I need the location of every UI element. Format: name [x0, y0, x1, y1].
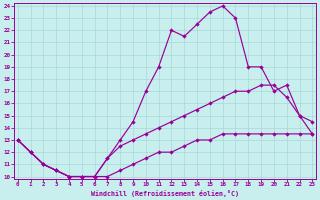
X-axis label: Windchill (Refroidissement éolien,°C): Windchill (Refroidissement éolien,°C)	[91, 190, 239, 197]
